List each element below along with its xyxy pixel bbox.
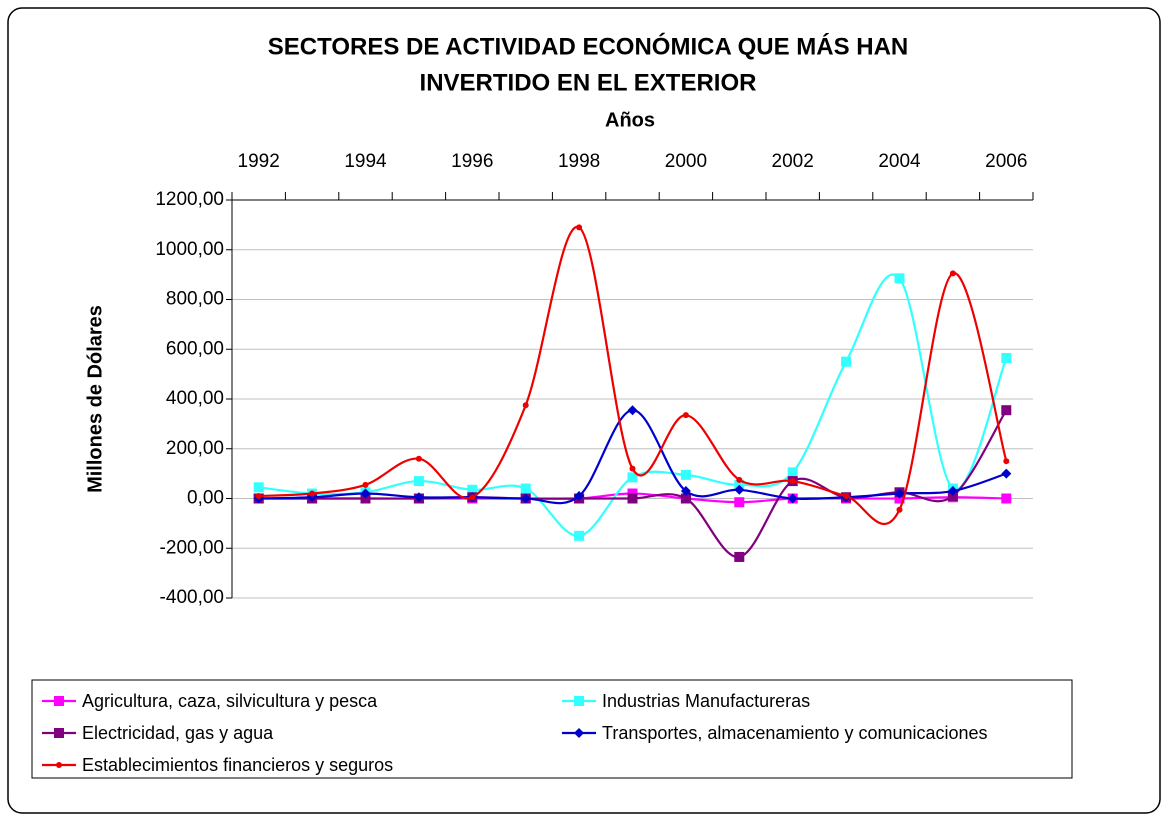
legend-box: [31, 679, 1073, 779]
y-tick-label: 200,00: [166, 438, 224, 459]
marker: [574, 491, 585, 502]
marker: [627, 405, 638, 416]
x-tick-label: 1994: [344, 151, 387, 172]
marker: [413, 476, 424, 487]
marker: [413, 492, 424, 503]
marker: [894, 488, 905, 499]
marker: [1001, 468, 1012, 479]
marker: [1003, 458, 1010, 465]
y-tick-label: -400,00: [160, 587, 224, 608]
marker: [362, 481, 369, 488]
y-tick-label: 1200,00: [155, 189, 224, 210]
marker: [520, 483, 531, 494]
marker: [574, 728, 584, 738]
x-axis-title: Años: [605, 109, 655, 131]
marker: [789, 478, 796, 485]
x-tick-label: 1998: [558, 151, 600, 172]
marker: [894, 273, 905, 284]
marker: [949, 270, 956, 277]
x-tick-label: 2006: [985, 151, 1027, 172]
marker: [253, 482, 264, 493]
marker: [896, 506, 903, 513]
marker: [947, 486, 958, 497]
marker: [54, 728, 64, 738]
y-axis-title: Millones de Dólares: [84, 305, 106, 493]
marker: [1001, 405, 1012, 416]
marker: [627, 472, 638, 483]
chart-frame: [7, 7, 1161, 814]
x-tick-label: 2002: [772, 151, 814, 172]
marker: [415, 455, 422, 462]
marker: [520, 493, 531, 504]
marker: [627, 493, 638, 504]
marker: [1001, 493, 1012, 504]
marker: [680, 486, 691, 497]
marker: [787, 493, 798, 504]
x-tick-label: 2004: [878, 151, 921, 172]
marker: [787, 467, 798, 478]
marker: [576, 224, 583, 231]
x-tick-label: 1992: [238, 151, 280, 172]
marker: [360, 488, 371, 499]
marker: [736, 476, 743, 483]
marker: [682, 412, 689, 419]
legend-label: Electricidad, gas y agua: [82, 723, 274, 743]
marker: [56, 762, 62, 768]
y-tick-label: 600,00: [166, 338, 224, 359]
y-tick-label: -200,00: [160, 537, 224, 558]
marker: [734, 484, 745, 495]
legend-label: Transportes, almacenamiento y comunicaci…: [602, 723, 988, 743]
marker: [680, 493, 691, 504]
legend-label: Agricultura, caza, silvicultura y pesca: [82, 691, 378, 711]
y-tick-label: 1000,00: [155, 239, 224, 260]
x-tick-label: 1996: [451, 151, 493, 172]
marker: [680, 469, 691, 480]
marker: [629, 465, 636, 472]
marker: [734, 497, 745, 508]
y-tick-label: 800,00: [166, 289, 224, 310]
y-tick-label: 0,00: [187, 488, 224, 509]
marker: [467, 484, 478, 495]
x-tick-label: 2000: [665, 151, 707, 172]
marker: [522, 402, 529, 409]
legend-label: Industrias Manufactureras: [602, 691, 810, 711]
marker: [574, 696, 584, 706]
marker: [469, 494, 476, 501]
marker: [1001, 352, 1012, 363]
marker: [255, 493, 262, 500]
marker: [841, 356, 852, 367]
marker: [574, 530, 585, 541]
marker: [734, 551, 745, 562]
y-tick-label: 400,00: [166, 388, 224, 409]
marker: [54, 696, 64, 706]
legend-label: Establecimientos financieros y seguros: [82, 755, 393, 775]
marker: [309, 490, 316, 497]
chart-title: SECTORES DE ACTIVIDAD ECONÓMICA QUE MÁS …: [268, 32, 909, 60]
marker: [843, 493, 850, 500]
chart-title: INVERTIDO EN EL EXTERIOR: [420, 69, 757, 96]
